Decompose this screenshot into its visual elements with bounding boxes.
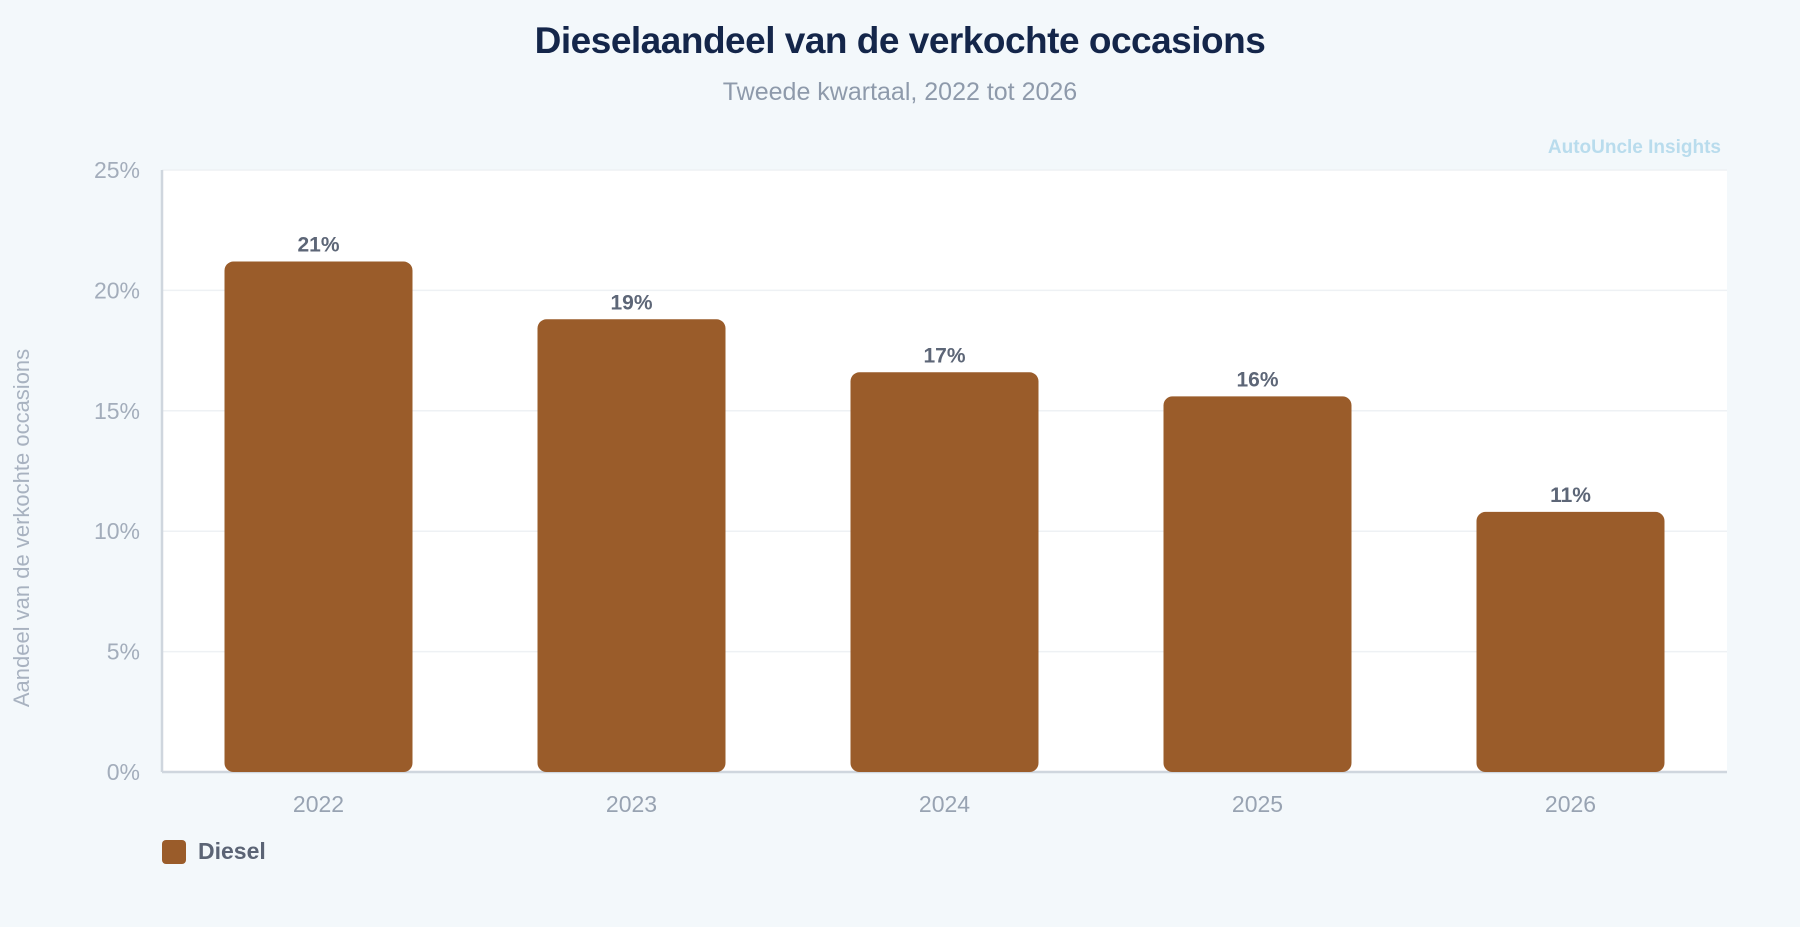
legend-label-diesel: Diesel: [198, 838, 266, 864]
y-tick-label: 10%: [94, 518, 140, 544]
x-tick-label-2022: 2022: [293, 791, 344, 817]
data-label-2022: 21%: [297, 234, 339, 257]
bar-2023: [537, 319, 726, 772]
data-label-2024: 17%: [923, 344, 965, 367]
y-tick-label: 20%: [94, 277, 140, 303]
bar-2025: [1163, 396, 1352, 772]
bar-2022: [224, 261, 413, 772]
x-tick-label-2024: 2024: [919, 791, 970, 817]
data-label-2025: 16%: [1236, 368, 1278, 391]
y-tick-label: 15%: [94, 398, 140, 424]
y-tick-label: 25%: [94, 157, 140, 183]
legend: Diesel: [162, 838, 266, 865]
data-label-2026: 11%: [1550, 484, 1591, 507]
x-tick-label-2026: 2026: [1545, 791, 1596, 817]
watermark: AutoUncle Insights: [1547, 137, 1721, 158]
x-tick-label-2023: 2023: [606, 791, 657, 817]
y-tick-label: 0%: [107, 759, 140, 785]
bar-2024: [850, 372, 1039, 772]
y-tick-label: 5%: [107, 639, 140, 665]
bar-2026: [1476, 511, 1665, 772]
legend-swatch-diesel: [162, 839, 186, 864]
data-label-2023: 19%: [610, 291, 652, 314]
chart-title: Dieselaandeel van de verkochte occasions: [534, 20, 1266, 61]
x-tick-label-2025: 2025: [1232, 791, 1283, 817]
chart-subtitle: Tweede kwartaal, 2022 tot 2026: [722, 78, 1078, 106]
